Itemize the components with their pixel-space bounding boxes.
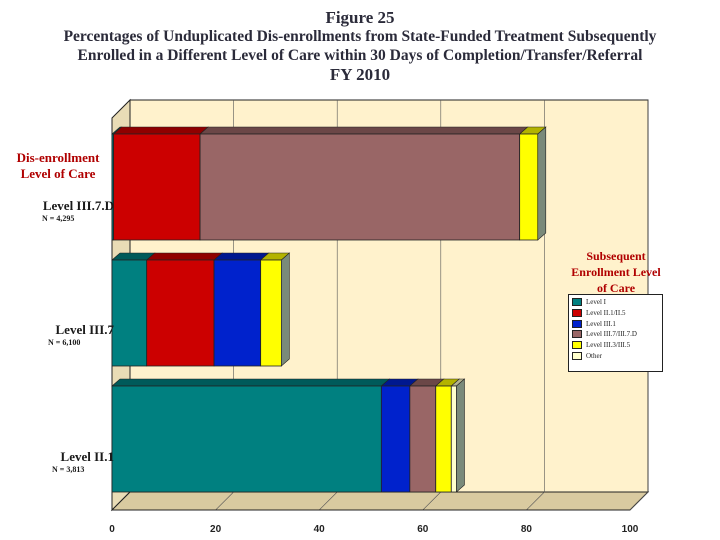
category-name: Level II.1: [60, 449, 114, 464]
chart-title-year: FY 2010: [329, 65, 391, 84]
x-tick-label: 100: [621, 524, 639, 535]
floor-gridline: [318, 491, 338, 511]
chart-title-line-2: Enrolled in a Different Level of Care wi…: [77, 47, 643, 64]
bar-side-face: [537, 126, 547, 241]
legend-swatch: [572, 330, 582, 339]
x-tick-label: 60: [417, 524, 429, 535]
legend-title: Subsequent Enrollment Level of Care: [571, 249, 661, 295]
bar-side-face: [281, 252, 290, 367]
category-label-ii1: Level II.1 N = 3,813: [10, 449, 114, 474]
floor-gridline: [215, 491, 234, 511]
bar-segment: [113, 133, 201, 241]
category-label-iii7: Level III.7 N = 6,100: [10, 322, 114, 347]
bar-segment: [519, 133, 539, 241]
legend-label: Level III.7/III.7.D: [586, 330, 637, 339]
bar-segment: [111, 259, 148, 367]
bar-segment: [380, 385, 411, 493]
category-count: N = 3,813: [52, 465, 85, 474]
x-tick-label: 80: [520, 524, 532, 535]
bar-segment: [435, 385, 452, 493]
legend-label: Level III.3/III.5: [586, 341, 631, 350]
bar-segment-top: [213, 252, 270, 261]
y-axis-title: Dis-enrollment Level of Care: [16, 150, 100, 181]
legend-item: Other: [572, 350, 659, 361]
category-count: N = 4,295: [42, 214, 75, 223]
category-name: Level III.7: [55, 322, 115, 337]
legend-swatch: [572, 351, 582, 360]
legend-swatch: [572, 309, 582, 318]
bar-segment-top: [112, 126, 209, 135]
bar-segment: [450, 385, 457, 493]
plot-floor: [110, 491, 650, 511]
bar-segment-top: [199, 126, 529, 135]
category-count: N = 6,100: [48, 338, 81, 347]
bar-segment-top: [145, 252, 223, 261]
x-tick-label: 40: [313, 524, 325, 535]
legend-item: Level III.7/III.7.D: [572, 329, 659, 340]
legend-item: Level II.1/II.5: [572, 308, 659, 319]
legend-item: Level III.3/III.5: [572, 340, 659, 351]
legend-item: Level I: [572, 297, 659, 308]
legend-swatch: [572, 341, 582, 350]
bar-segment: [409, 385, 437, 493]
bar-segment: [146, 259, 215, 367]
category-name: Level III.7.D: [42, 198, 114, 213]
figure-number: Figure 25: [325, 8, 395, 27]
bar-segment-top: [111, 378, 391, 387]
legend-label: Level I: [586, 298, 607, 307]
x-tick-label: 20: [210, 524, 222, 535]
chart-title-line-1: Percentages of Unduplicated Dis-enrollme…: [63, 28, 657, 45]
category-label-iii7d: Level III.7.D N = 4,295: [10, 198, 114, 223]
bar-segment: [213, 259, 262, 367]
legend-swatch: [572, 298, 582, 307]
bar-segment: [111, 385, 382, 493]
bar-segment: [260, 259, 282, 367]
x-tick-label: 0: [109, 524, 115, 535]
floor-gridline: [629, 491, 649, 511]
floor-gridline: [422, 491, 442, 511]
legend: Level I Level II.1/II.5 Level III.1 Leve…: [568, 294, 663, 372]
legend-label: Level II.1/II.5: [586, 309, 626, 318]
legend-swatch: [572, 319, 582, 328]
bar-side-face: [456, 378, 465, 493]
legend-label: Other: [586, 351, 602, 360]
floor-gridline: [526, 491, 545, 511]
bar-segment: [199, 133, 521, 241]
legend-label: Level III.1: [586, 319, 616, 328]
legend-item: Level III.1: [572, 318, 659, 329]
